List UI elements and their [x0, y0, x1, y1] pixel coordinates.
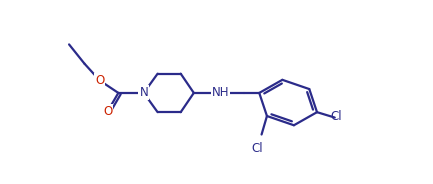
Text: Cl: Cl	[331, 109, 343, 123]
Text: Cl: Cl	[251, 141, 263, 155]
Text: O: O	[95, 74, 104, 87]
Text: O: O	[103, 105, 112, 118]
Text: N: N	[139, 86, 148, 99]
Text: NH: NH	[212, 86, 229, 99]
